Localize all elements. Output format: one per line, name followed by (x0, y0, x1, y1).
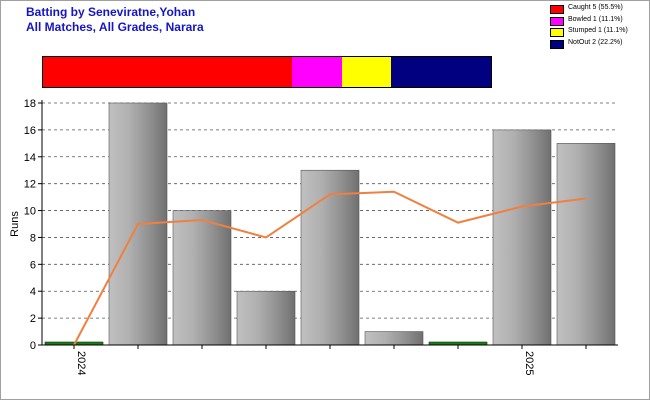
runs-bar (364, 331, 424, 346)
y-axis-title: Runs (9, 211, 21, 237)
dismissal-segment-stumped (341, 57, 392, 87)
y-tick-label: 6 (30, 259, 36, 271)
chart-title: Batting by Seneviratne,Yohan (26, 5, 196, 19)
y-tick-label: 12 (24, 179, 36, 191)
legend-label-stumped: Stumped 1 (11.1%) (568, 27, 628, 34)
y-tick-label: 0 (30, 340, 36, 352)
legend-label-caught: Caught 5 (55.5%) (568, 4, 623, 11)
legend-swatch-bowled (550, 16, 564, 26)
legend-swatch-notout (550, 39, 564, 49)
average-line (73, 190, 587, 346)
runs-bar (172, 210, 232, 346)
y-tick-label: 8 (30, 232, 36, 244)
dismissal-segment-notout (391, 57, 491, 87)
runs-bar (556, 143, 616, 346)
runs-bar (236, 290, 296, 346)
runs-bar (300, 169, 360, 346)
y-tick-label: 10 (24, 206, 36, 218)
legend-swatch-stumped (550, 28, 564, 37)
legend-swatch-caught (550, 5, 564, 14)
y-tick-label: 18 (24, 98, 36, 110)
x-tick-label: 2025 (523, 351, 535, 375)
y-tick-label: 4 (30, 286, 36, 298)
dismissal-segment-caught (43, 57, 292, 87)
dismissal-segment-bowled (291, 57, 342, 87)
x-tick-label: 2024 (75, 351, 87, 375)
runs-bar (492, 129, 552, 346)
dismissal-breakdown-bar (42, 56, 492, 88)
y-tick-label: 2 (30, 313, 36, 325)
chart-subtitle: All Matches, All Grades, Narara (26, 20, 204, 34)
y-tick-label: 14 (24, 152, 36, 164)
legend-label-bowled: Bowled 1 (11.1%) (568, 15, 623, 23)
legend-label-notout: NotOut 2 (22.2%) (568, 38, 623, 46)
y-tick-label: 16 (24, 125, 36, 137)
